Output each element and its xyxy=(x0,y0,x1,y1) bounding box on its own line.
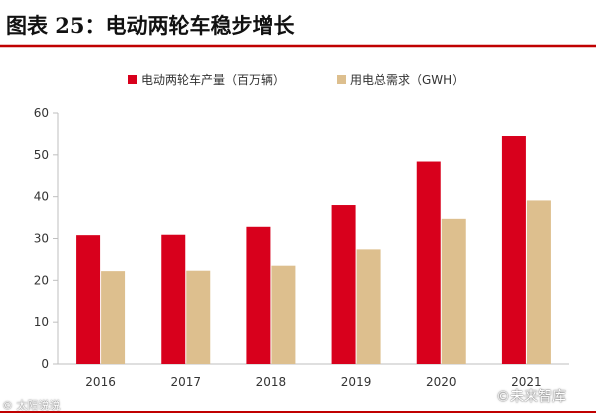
bar-series2-2017 xyxy=(186,270,211,364)
x-tick-label: 2020 xyxy=(426,375,457,389)
bar-series1-2017 xyxy=(161,234,186,364)
watermark-right: ©未来智库 xyxy=(496,389,566,405)
y-tick-label: 40 xyxy=(34,190,49,204)
legend-label-series2: 用电总需求（GWH） xyxy=(350,73,464,87)
x-tick-label: 2016 xyxy=(85,375,116,389)
x-tick-label: 2017 xyxy=(170,375,201,389)
bar-series2-2021 xyxy=(526,200,551,364)
legend-label-series1: 电动两轮车产量（百万辆） xyxy=(141,72,285,87)
y-tick-label: 10 xyxy=(34,315,49,329)
chart-title: 图表 25：电动两轮车稳步增长 xyxy=(6,13,296,38)
bar-series1-2018 xyxy=(246,226,271,364)
bar-series1-2020 xyxy=(416,161,441,364)
watermark-left: © 太阳说说 xyxy=(2,399,61,412)
x-tick-label: 2021 xyxy=(511,375,542,389)
y-axis: 0 10 20 30 40 50 60 xyxy=(34,106,59,371)
x-axis: 2016 2017 2018 2019 2020 2021 xyxy=(58,363,569,389)
y-tick-label: 60 xyxy=(34,106,49,120)
bar-series2-2016 xyxy=(101,271,126,364)
legend-swatch-series2 xyxy=(337,75,346,84)
bar-series1-2019 xyxy=(331,205,356,364)
x-tick-label: 2018 xyxy=(256,375,287,389)
bar-series2-2019 xyxy=(356,249,381,364)
bar-series2-2018 xyxy=(271,265,296,364)
bars xyxy=(76,136,551,364)
legend-swatch-series1 xyxy=(128,75,137,84)
bar-series2-2020 xyxy=(441,218,466,364)
y-tick-label: 30 xyxy=(34,232,49,246)
y-tick-label: 50 xyxy=(34,148,49,162)
bar-series1-2016 xyxy=(76,235,101,364)
x-tick-label: 2019 xyxy=(341,375,372,389)
y-tick-label: 20 xyxy=(34,273,49,287)
y-tick-label: 0 xyxy=(41,357,49,371)
bar-series1-2021 xyxy=(501,136,526,364)
legend: 电动两轮车产量（百万辆） 用电总需求（GWH） xyxy=(128,72,464,87)
